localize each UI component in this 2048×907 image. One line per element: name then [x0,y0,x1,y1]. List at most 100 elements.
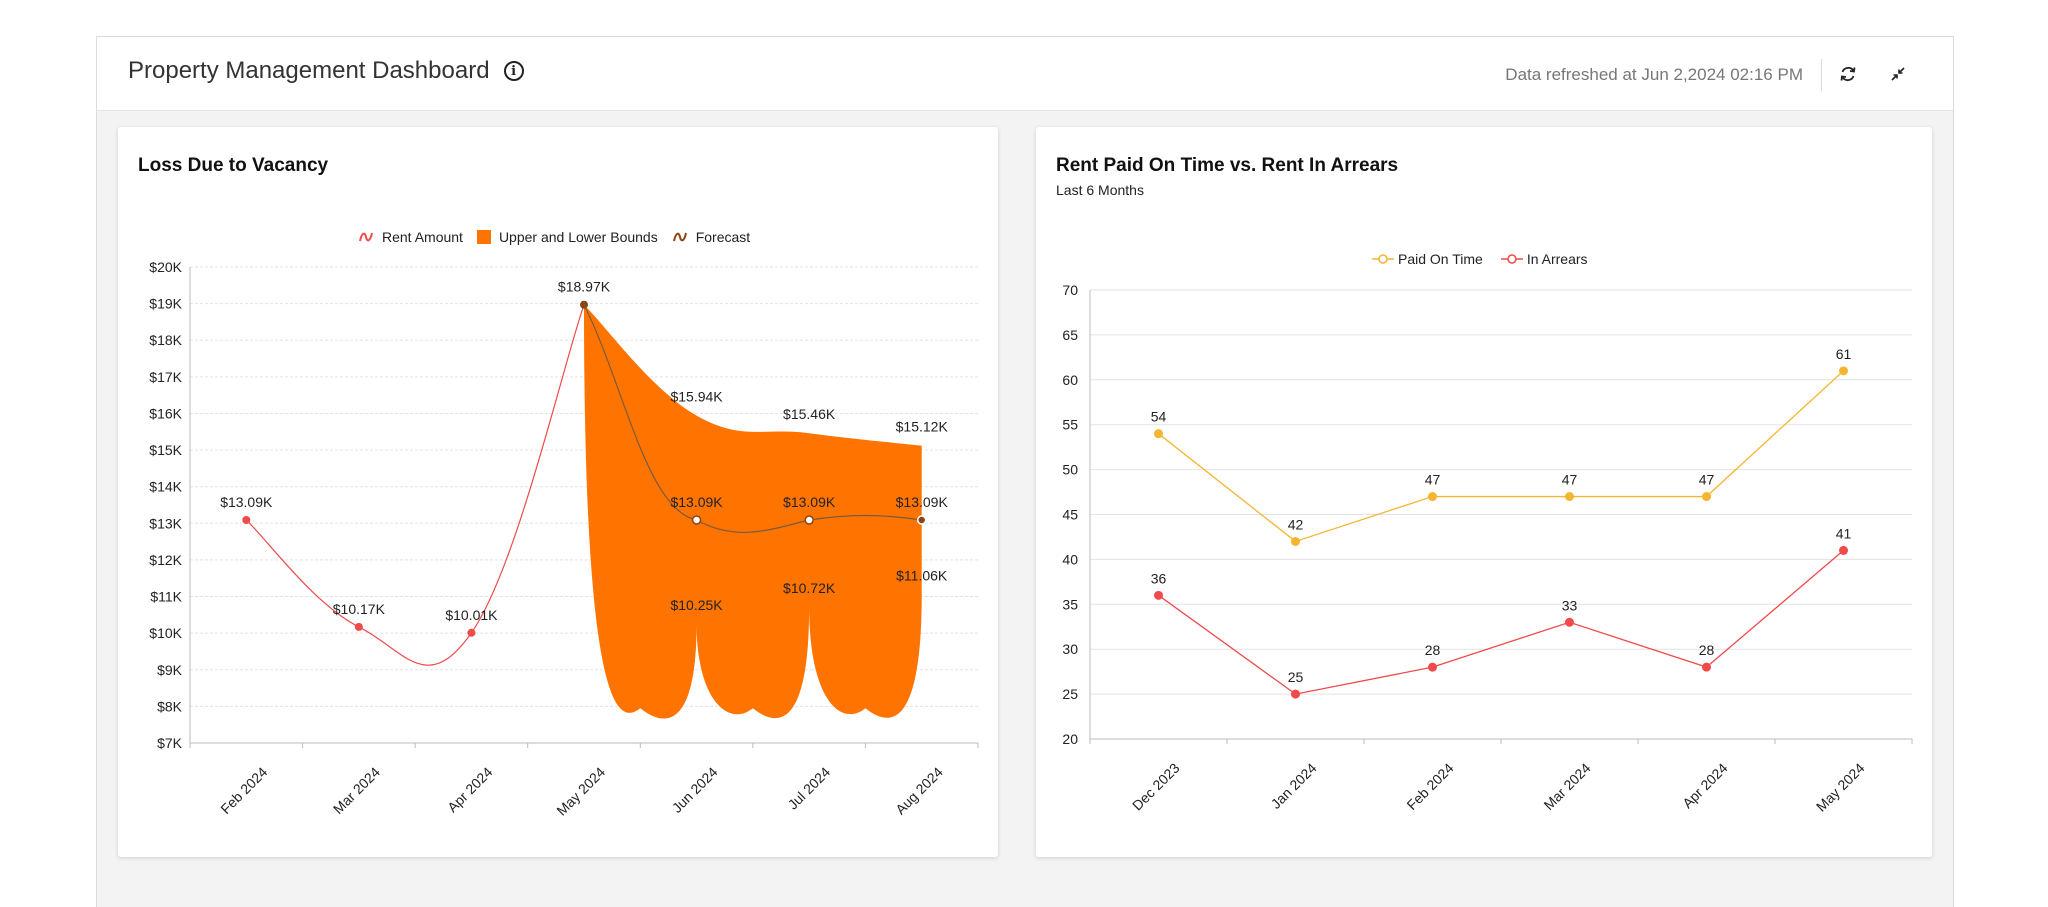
legend-item-in-arrears[interactable]: In Arrears [1500,251,1588,267]
in-arrears-point [1839,545,1848,555]
in-arrears-point [1565,617,1574,627]
y-tick-label: $15K [149,442,182,458]
bounds-legend-icon [476,230,491,244]
y-tick-label: 45 [1062,507,1078,523]
forecast-data-label: $13.09K [783,494,836,510]
y-tick-label: 35 [1062,596,1078,612]
forecast-point [691,515,702,525]
y-tick-label: $19K [149,296,182,312]
x-tick-label: May 2024 [553,764,608,819]
in-arrears-data-label: 28 [1425,642,1441,658]
rent-legend: Paid On Time In Arrears [1372,251,1588,267]
y-tick-label: $13K [149,515,182,531]
forecast-line [583,304,922,534]
in-arrears-point [1291,689,1300,699]
x-tick-label: Jul 2024 [785,764,834,813]
vacancy-chart: $7K $8K $9K $10K $11K $12K $13K $14K $15K $16K $17… [149,259,979,819]
upper-bound-data-label: $15.46K [783,406,836,422]
dashboard-frame: Property Management Dashboard i Data ref… [96,36,1954,907]
y-tick-label: 70 [1062,282,1078,298]
x-tick-label: Mar 2024 [1540,760,1593,813]
y-tick-label: 40 [1062,551,1078,567]
paid-on-time-point [1702,492,1711,502]
x-tick-label: Aug 2024 [892,764,946,818]
x-tick-label: Feb 2024 [1403,760,1456,813]
paid-on-time-line [1158,370,1844,543]
header-divider [1821,59,1822,91]
rent-amount-data-label: $10.01K [445,607,498,623]
y-tick-label: $9K [157,662,183,678]
collapse-button[interactable] [1885,61,1911,87]
paid-on-time-data-label: 61 [1836,346,1852,362]
page-title-group: Property Management Dashboard i [128,57,524,85]
legend-label-forecast: Forecast [695,229,751,245]
x-tick-label: Apr 2024 [444,764,496,816]
legend-item-bounds[interactable]: Upper and Lower Bounds [476,229,658,245]
legend-label-paid-on-time: Paid On Time [1398,251,1483,267]
legend-item-forecast[interactable]: Forecast [672,229,750,245]
lower-bound-data-label: $10.25K [670,597,723,613]
rent-amount-point [467,628,476,637]
x-tick-label: Jun 2024 [669,764,721,816]
x-tick-label: Mar 2024 [330,764,383,817]
rent-amount-data-label: $13.09K [220,494,273,510]
paid-on-time-data-label: 47 [1699,472,1715,488]
y-tick-label: $7K [157,735,183,751]
y-tick-label: $12K [149,552,182,568]
lower-bound-data-label: $11.06K [896,567,948,583]
paid-on-time-data-label: 47 [1425,472,1441,488]
x-tick-label: Jan 2024 [1268,760,1320,812]
in-arrears-data-label: 25 [1288,669,1304,685]
dashboard-header: Property Management Dashboard i Data ref… [97,37,1953,111]
paid-on-time-point [1839,366,1848,376]
info-icon[interactable]: i [503,61,524,81]
page-title: Property Management Dashboard [128,57,490,84]
rent-title: Rent Paid On Time vs. Rent In Arrears [1056,155,1399,176]
legend-item-paid-on-time[interactable]: Paid On Time [1372,251,1483,267]
x-tick-label: Apr 2024 [1679,760,1731,812]
y-tick-label: $11K [150,589,182,605]
rent-chart: 20 25 30 35 40 45 50 55 60 65 70 Dec 2023 Jan 2024 Fe… [1062,282,1913,815]
paid-on-time-point [1291,536,1300,546]
x-tick-label: Dec 2023 [1129,760,1183,814]
vacancy-title: Loss Due to Vacancy [138,155,329,176]
paid-on-time-data-label: 54 [1151,409,1167,425]
y-tick-label: 20 [1062,731,1078,747]
y-tick-label: 30 [1062,641,1078,657]
forecast-point [916,515,927,525]
forecast-data-label: $13.09K [670,494,723,510]
forecast-data-label: $13.09K [896,494,949,510]
paid-on-time-point [1565,492,1574,502]
rent-amount-data-label: $10.17K [333,601,386,617]
legend-label-rent-amount: Rent Amount [382,229,463,245]
bounds-area [584,304,922,719]
rent-amount-line [245,304,585,666]
refresh-button[interactable] [1835,61,1861,87]
y-tick-label: $14K [149,479,182,495]
in-arrears-point [1428,662,1437,672]
y-tick-label: $8K [157,698,183,714]
paid-legend-icon [1372,254,1394,264]
y-tick-label: 50 [1062,462,1078,478]
legend-label-in-arrears: In Arrears [1526,251,1588,267]
rent-subtitle: Last 6 Months [1056,182,1144,198]
in-arrears-point [1154,590,1163,600]
legend-item-rent-amount[interactable]: Rent Amount [358,229,463,245]
rent-amount-point [242,516,251,525]
data-refreshed-text: Data refreshed at Jun 2,2024 02:16 PM [1505,65,1803,84]
rent-amount-legend-icon [359,232,373,242]
paid-on-time-data-label: 42 [1288,516,1304,532]
paid-on-time-point [1428,492,1437,502]
y-tick-label: 65 [1062,327,1078,343]
lower-bound-data-label: $10.72K [783,580,836,596]
vacancy-card: Loss Due to Vacancy Rent Amount Upper an… [118,127,998,857]
legend-label-bounds: Upper and Lower Bounds [498,229,658,245]
upper-bound-data-label: $15.12K [896,419,949,435]
arrears-legend-icon [1500,254,1523,264]
y-tick-label: 60 [1062,372,1078,388]
in-arrears-point [1702,662,1711,672]
in-arrears-data-label: 33 [1562,597,1578,613]
upper-bound-data-label: $15.94K [670,389,723,405]
in-arrears-data-label: 36 [1151,570,1167,586]
rent-amount-data-label: $18.97K [558,279,611,295]
